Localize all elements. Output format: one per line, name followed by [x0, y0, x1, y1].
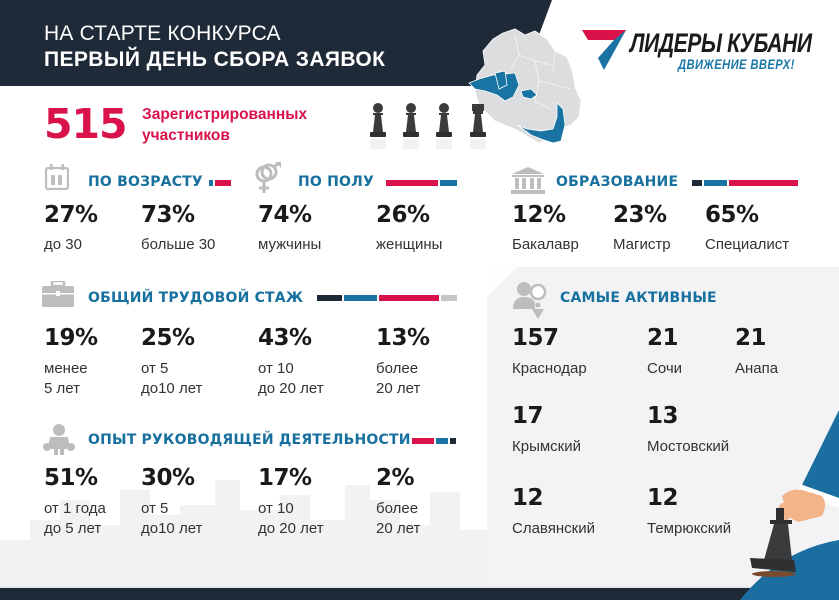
experience-2-label1: от 5 — [141, 360, 169, 377]
experience-2-value: 25% — [141, 325, 195, 351]
region-temryuksky-label: Темрюкский — [647, 520, 732, 537]
region-temryuksky-value: 12 — [647, 485, 679, 511]
gender-bar-male — [386, 180, 438, 186]
experience-1-label2: 5 лет — [44, 380, 80, 397]
city-skyline — [0, 480, 487, 592]
region-krasnodar-label: Краснодар — [512, 360, 587, 377]
management-3-label1: от 10 — [258, 500, 294, 517]
region-krymsky-value: 17 — [512, 403, 544, 429]
total-participants-label: Зарегистрированных участников — [142, 104, 307, 146]
experience-4-label2: 20 лет — [376, 380, 421, 397]
management-4-label2: 20 лет — [376, 520, 421, 537]
management-1-label2: до 5 лет — [44, 520, 102, 537]
experience-bar-3 — [379, 295, 439, 301]
management-4-value: 2% — [376, 465, 415, 491]
experience-1-label1: менее — [44, 360, 88, 377]
management-bar-1 — [412, 438, 434, 444]
section-title-education: ОБРАЗОВАНИЕ — [556, 174, 679, 190]
header-title: ПЕРВЫЙ ДЕНЬ СБОРА ЗАЯВОК — [44, 48, 386, 71]
experience-3-value: 43% — [258, 325, 312, 351]
region-anapa-label: Анапа — [735, 360, 779, 377]
experience-2-label2: до10 лет — [141, 380, 203, 397]
brand-name: ЛИДЕРЫ КУБАНИ — [630, 28, 812, 58]
age-under30-label: до 30 — [44, 236, 82, 253]
region-slavyansky-value: 12 — [512, 485, 544, 511]
region-mostovsky-label: Мостовский — [647, 438, 730, 455]
age-bar-under30 — [209, 180, 213, 186]
gender-female-label: женщины — [376, 236, 443, 253]
education-bar-bachelor — [692, 180, 702, 186]
education-specialist-label: Специалист — [705, 236, 790, 253]
kuban-region-map — [468, 28, 582, 144]
management-4-label1: более — [376, 500, 419, 517]
header-subtitle: НА СТАРТЕ КОНКУРСА — [44, 22, 281, 45]
total-label-line1: Зарегистрированных — [142, 106, 308, 123]
brand-slogan: ДВИЖЕНИЕ ВВЕРХ! — [678, 56, 795, 72]
user-location-icon — [513, 282, 547, 319]
age-bar-over30 — [215, 180, 231, 186]
management-3-label2: до 20 лет — [258, 520, 324, 537]
section-title-age: ПО ВОЗРАСТУ — [88, 174, 203, 190]
chess-pawns-icon — [370, 103, 486, 149]
age-under30-value: 27% — [44, 202, 98, 228]
management-2-value: 30% — [141, 465, 195, 491]
experience-3-label1: от 10 — [258, 360, 294, 377]
region-krymsky-label: Крымский — [512, 438, 581, 455]
experience-3-label2: до 20 лет — [258, 380, 324, 397]
education-bachelor-value: 12% — [512, 202, 566, 228]
experience-bar-1 — [317, 295, 342, 301]
brand-logo-icon — [582, 30, 626, 70]
age-over30-label: больше 30 — [141, 236, 216, 253]
section-title-active: САМЫЕ АКТИВНЫЕ — [560, 290, 717, 306]
section-title-experience: ОБЩИЙ ТРУДОВОЙ СТАЖ — [88, 290, 304, 306]
gender-male-value: 74% — [258, 202, 312, 228]
section-title-management: ОПЫТ РУКОВОДЯЩЕЙ ДЕЯТЕЛЬНОСТИ — [88, 432, 411, 448]
education-bar-master — [704, 180, 727, 186]
region-sochi-label: Сочи — [647, 360, 683, 377]
manager-icon — [43, 424, 75, 455]
region-anapa-value: 21 — [735, 325, 767, 351]
education-specialist-value: 65% — [705, 202, 759, 228]
experience-bar-2 — [344, 295, 377, 301]
management-bar-2 — [436, 438, 448, 444]
education-master-value: 23% — [613, 202, 667, 228]
calendar-icon — [45, 164, 69, 190]
gender-icon — [255, 162, 281, 193]
age-over30-value: 73% — [141, 202, 195, 228]
gender-female-value: 26% — [376, 202, 430, 228]
footer-divider — [0, 586, 839, 588]
management-1-value: 51% — [44, 465, 98, 491]
region-sochi-value: 21 — [647, 325, 679, 351]
total-label-line2: участников — [142, 127, 230, 144]
experience-1-value: 19% — [44, 325, 98, 351]
gender-bar-female — [440, 180, 457, 186]
region-krasnodar-value: 157 — [512, 325, 559, 351]
region-slavyansky-label: Славянский — [512, 520, 595, 537]
education-bar-specialist — [729, 180, 798, 186]
experience-4-value: 13% — [376, 325, 430, 351]
header-band — [0, 0, 839, 86]
region-mostovsky-value: 13 — [647, 403, 679, 429]
education-bachelor-label: Бакалавр — [512, 236, 579, 253]
management-3-value: 17% — [258, 465, 312, 491]
education-master-label: Магистр — [613, 236, 671, 253]
footer-band — [0, 588, 839, 600]
hand-chess-illustration — [740, 410, 839, 600]
total-participants-value: 515 — [44, 100, 128, 148]
institution-icon — [511, 167, 545, 194]
gender-male-label: мужчины — [258, 236, 322, 253]
management-1-label1: от 1 года — [44, 500, 106, 517]
section-title-gender: ПО ПОЛУ — [298, 174, 374, 190]
experience-4-label1: более — [376, 360, 419, 377]
management-2-label2: до10 лет — [141, 520, 203, 537]
management-bar-3 — [450, 438, 456, 444]
briefcase-icon — [42, 281, 74, 307]
management-2-label1: от 5 — [141, 500, 169, 517]
experience-bar-4 — [441, 295, 457, 301]
